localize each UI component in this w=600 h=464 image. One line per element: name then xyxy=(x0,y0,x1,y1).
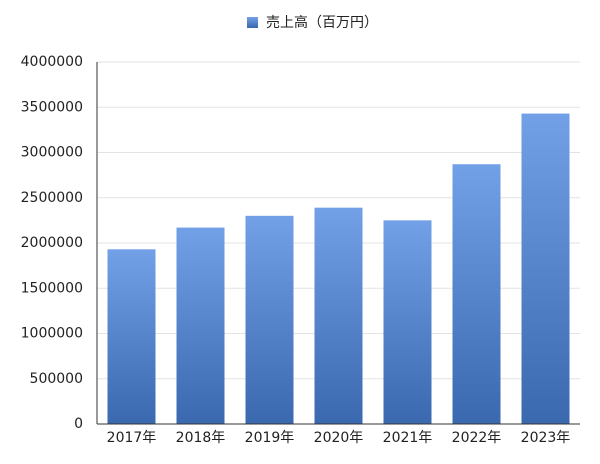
bar-shade xyxy=(314,207,363,424)
x-tick-label: 2021年 xyxy=(383,430,433,446)
y-tick-label: 3500000 xyxy=(21,99,83,115)
x-tick-label: 2022年 xyxy=(452,430,502,446)
bar-shade xyxy=(107,249,156,424)
x-tick-label: 2018年 xyxy=(176,430,226,446)
legend-swatch-shade xyxy=(247,17,258,28)
y-tick-label: 1500000 xyxy=(21,280,83,296)
y-tick-label: 2500000 xyxy=(21,190,83,206)
y-tick-label: 4000000 xyxy=(21,54,83,70)
x-tick-label: 2019年 xyxy=(245,430,295,446)
legend-label: 売上高（百万円） xyxy=(266,14,378,31)
bar-shade xyxy=(176,227,225,424)
y-tick-label: 500000 xyxy=(30,371,83,387)
y-tick-label: 1000000 xyxy=(21,326,83,342)
y-tick-label: 3000000 xyxy=(21,145,83,161)
x-tick-label: 2017年 xyxy=(107,430,157,446)
bar-shade xyxy=(452,164,501,424)
bar-shade xyxy=(383,220,432,424)
y-tick-label: 0 xyxy=(74,416,83,432)
bar-shade xyxy=(245,215,294,424)
x-tick-label: 2020年 xyxy=(314,430,364,446)
y-tick-label: 2000000 xyxy=(21,235,83,251)
x-tick-label: 2023年 xyxy=(521,430,571,446)
bar-shade xyxy=(521,113,570,425)
